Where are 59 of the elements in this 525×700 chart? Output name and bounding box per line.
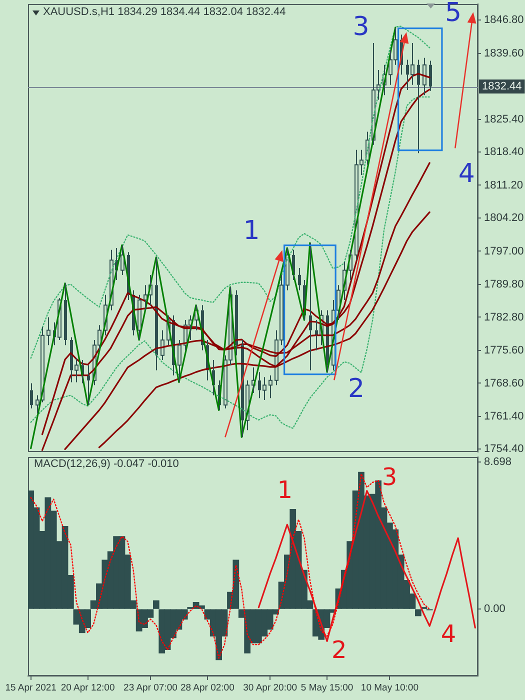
x-tick-label: 28 Apr 02:00 <box>180 682 234 694</box>
x-tick-label: 30 Apr 20:00 <box>243 682 298 694</box>
annotation: 4 <box>440 620 456 648</box>
candlestick <box>120 244 124 276</box>
candlestick <box>298 267 301 291</box>
annotation: 2 <box>331 636 347 664</box>
chart-title: MACD(12,26,9) -0.047 -0.010 <box>34 458 179 470</box>
candlestick <box>417 59 420 154</box>
y-tick-label: 1768.60 <box>484 377 524 390</box>
candlestick <box>252 366 256 394</box>
candlestick <box>64 282 67 346</box>
candlestick <box>422 57 426 96</box>
y-tick-label: 1782.80 <box>484 311 524 324</box>
annotation: 5 <box>444 0 462 28</box>
candlestick <box>87 364 90 406</box>
y-tick-label: 1804.20 <box>484 212 524 224</box>
candlestick <box>235 290 238 356</box>
ref-line-label: 1832.44 <box>482 80 522 93</box>
y-tick-label: 1825.40 <box>484 113 524 126</box>
candlestick <box>194 304 198 331</box>
y-tick-label: 1761.40 <box>484 410 524 423</box>
y-tick-label: 1789.80 <box>484 278 524 291</box>
annotation: 1 <box>277 476 293 504</box>
x-tick-label: 15 Apr 2021 <box>5 682 56 694</box>
annotation: 1 <box>243 216 260 246</box>
y-tick-label: 1811.20 <box>484 179 523 192</box>
candlestick <box>382 64 386 96</box>
candlestick <box>36 394 40 414</box>
y-tick-label: 1754.40 <box>484 443 524 456</box>
x-tick-label: 23 Apr 07:00 <box>124 682 178 694</box>
annotation: 3 <box>352 12 370 42</box>
candlestick <box>40 326 44 403</box>
annotation: 3 <box>382 463 398 492</box>
candlestick <box>155 256 158 371</box>
y-tick-label: 1839.60 <box>484 47 524 60</box>
x-tick-label: 10 May 10:00 <box>360 682 418 694</box>
candlestick <box>104 294 108 336</box>
y-tick-label: 1775.60 <box>484 344 524 357</box>
y-tick-label: 0.00 <box>484 603 506 616</box>
candlestick <box>342 261 346 301</box>
annotation: 2 <box>348 374 364 404</box>
candlestick <box>138 294 142 340</box>
x-tick-label: 20 Apr 12:00 <box>60 682 115 694</box>
candlestick <box>286 247 290 291</box>
x-tick-label: 5 May 15:00 <box>300 682 354 694</box>
chart-title: XAUUSD.s,H1 1834.29 1834.44 1832.04 1832.44 <box>43 6 286 18</box>
candlestick <box>268 374 272 399</box>
y-tick-label: 8.698 <box>484 456 512 468</box>
candlestick <box>366 131 370 166</box>
y-tick-label: 1846.80 <box>484 14 524 26</box>
candlestick <box>160 330 164 360</box>
y-tick-label: 1818.40 <box>484 146 524 158</box>
y-tick-label: 1797.00 <box>484 245 524 258</box>
annotation: 4 <box>458 158 475 189</box>
candlestick <box>178 340 182 383</box>
candlestick <box>46 316 50 346</box>
candlestick <box>429 60 432 92</box>
candlestick <box>30 382 33 409</box>
candlestick <box>348 249 352 281</box>
